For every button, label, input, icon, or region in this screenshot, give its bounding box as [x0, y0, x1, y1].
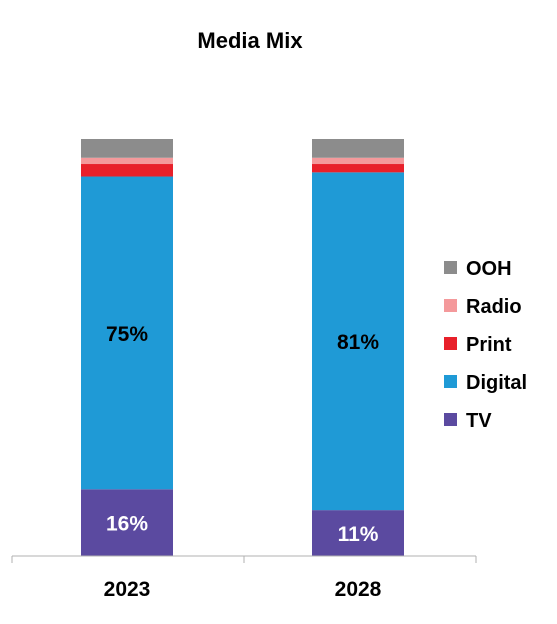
chart-title: Media Mix	[197, 28, 303, 53]
legend-swatch-radio	[444, 299, 457, 312]
legend-swatch-tv	[444, 413, 457, 426]
bar-digital-2023	[81, 176, 173, 490]
bar-print-2023	[81, 164, 173, 177]
legend-swatch-print	[444, 337, 457, 350]
x-tick-label-2028: 2028	[335, 578, 382, 601]
legend-swatch-ooh	[444, 261, 457, 274]
legend-label-tv: TV	[466, 410, 492, 432]
data-label-tv-2028: 11%	[338, 523, 379, 546]
bar-radio-2023	[81, 157, 173, 165]
x-tick-label-2023: 2023	[104, 578, 151, 601]
legend-label-ooh: OOH	[466, 258, 512, 280]
legend-label-digital: Digital	[466, 372, 527, 394]
legend-swatch-digital	[444, 375, 457, 388]
bar-print-2028	[312, 164, 404, 173]
legend-label-print: Print	[466, 334, 512, 356]
legend-label-radio: Radio	[466, 296, 522, 318]
bar-tv-2023	[81, 489, 173, 556]
data-label-digital-2023: 75%	[106, 323, 148, 346]
data-label-tv-2023: 16%	[106, 513, 148, 536]
bar-ooh-2028	[312, 139, 404, 158]
bar-tv-2028	[312, 510, 404, 556]
data-label-digital-2028: 81%	[337, 331, 379, 354]
bar-radio-2028	[312, 157, 404, 165]
bar-digital-2028	[312, 172, 404, 511]
bar-ooh-2023	[81, 139, 173, 158]
